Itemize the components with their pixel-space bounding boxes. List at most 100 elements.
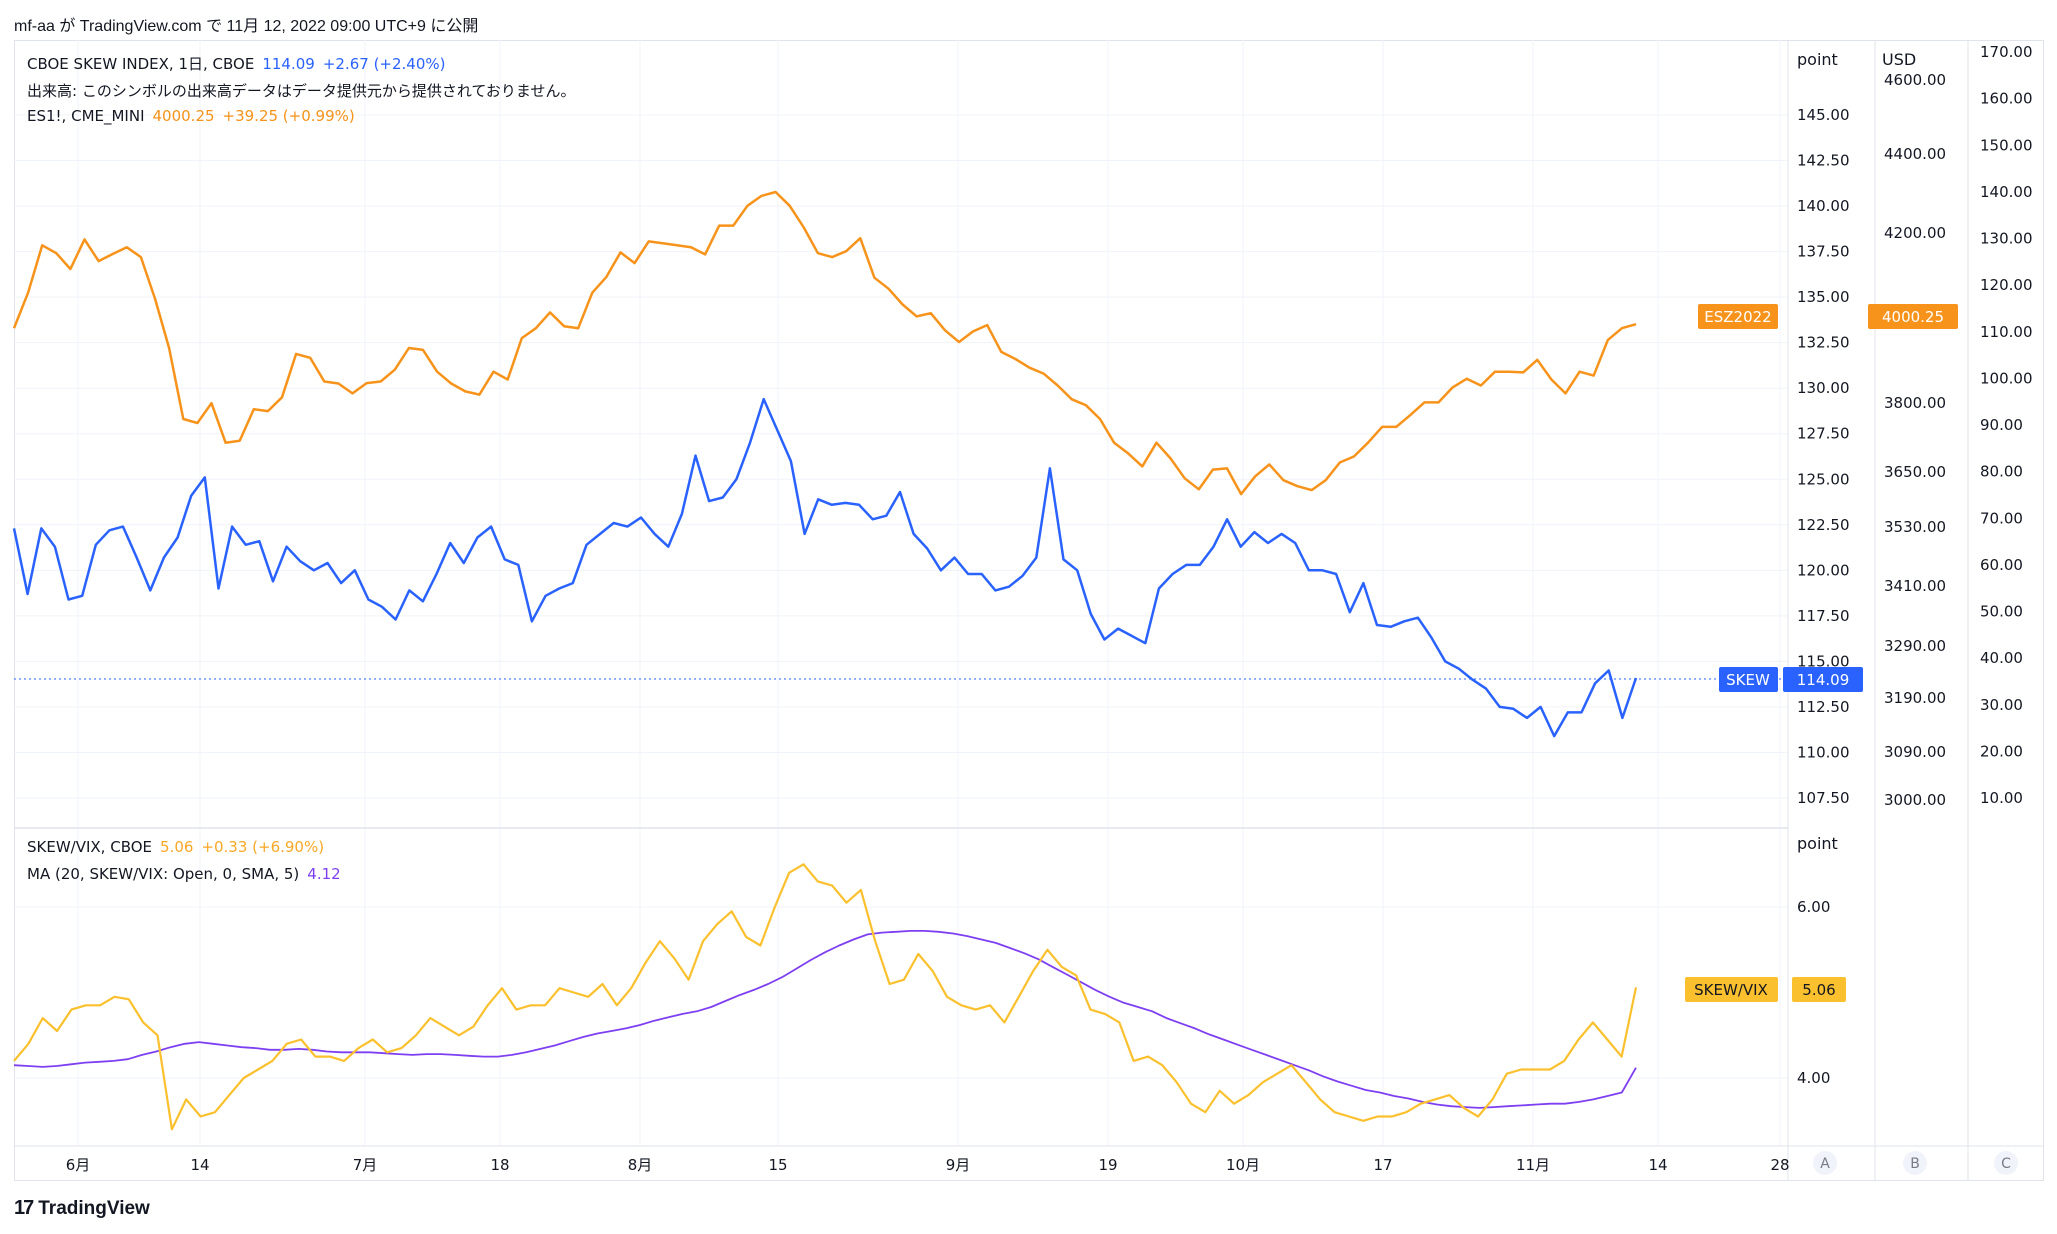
tick-label-third: 20.00	[1980, 742, 2023, 760]
ratio-price-tag: SKEW/VIX 5.06	[1685, 977, 1846, 1002]
tick-label-point-sub: 6.00	[1797, 898, 1830, 916]
time-label: 10月	[1226, 1156, 1260, 1174]
time-label: 14	[1648, 1156, 1667, 1174]
legend-es-value: 4000.25	[152, 107, 215, 125]
es-symbol-tag	[1698, 304, 1778, 329]
chart-frame	[14, 40, 2044, 1181]
tick-label-point: 127.50	[1797, 425, 1850, 443]
tick-label-point: 125.00	[1797, 470, 1850, 488]
axis-header-point-main: point	[1797, 50, 1838, 69]
tick-label-third: 30.00	[1980, 696, 2023, 714]
ma-series-line	[13, 930, 1637, 1109]
axis-header-point-sub: point	[1797, 834, 1838, 853]
tick-label-third: 40.00	[1980, 649, 2023, 667]
time-label: 8月	[628, 1156, 653, 1174]
tick-label-usd: 4200.00	[1884, 224, 1946, 242]
legend-skew-name: CBOE SKEW INDEX, 1日, CBOE	[27, 55, 255, 73]
legend-es-change: +39.25 (+0.99%)	[222, 107, 355, 125]
es-value-tag	[1868, 304, 1958, 329]
scale-button-a[interactable]: A	[1813, 1151, 1837, 1175]
legend-skew-change: +2.67 (+2.40%)	[322, 55, 446, 73]
tick-label-third: 90.00	[1980, 416, 2023, 434]
tick-label-third: 110.00	[1980, 323, 2033, 341]
tick-label-usd: 3090.00	[1884, 743, 1946, 761]
scale-button-a-bg[interactable]	[1813, 1151, 1837, 1175]
scale-button-c-bg[interactable]	[1994, 1151, 2018, 1175]
scale-button-b-bg[interactable]	[1903, 1151, 1927, 1175]
ratio-value-tag	[1792, 977, 1846, 1002]
time-label: 11月	[1516, 1156, 1550, 1174]
time-label: 19	[1098, 1156, 1117, 1174]
legend-es-name: ES1!, CME_MINI	[27, 107, 145, 125]
tick-label-usd: 3650.00	[1884, 463, 1946, 481]
es-price-tag: ESZ2022 4000.25	[1698, 304, 1958, 329]
scale-button-b-label[interactable]: B	[1910, 1156, 1920, 1172]
publish-info: mf-aa が TradingView.com で 11月 12, 2022 0…	[14, 18, 479, 35]
tick-label-point: 115.00	[1797, 652, 1850, 670]
tick-label-third: 150.00	[1980, 136, 2033, 154]
skew-symbol-tag-text: SKEW	[1726, 671, 1770, 689]
tick-label-point: 120.00	[1797, 561, 1850, 579]
tick-label-point: 142.50	[1797, 152, 1850, 170]
tick-label-usd: 3410.00	[1884, 577, 1946, 595]
tick-label-usd: 3530.00	[1884, 518, 1946, 536]
time-label: 14	[190, 1156, 209, 1174]
time-label: 28	[1770, 1156, 1789, 1174]
legend-es[interactable]: ES1!, CME_MINI 4000.25 +39.25 (+0.99%)	[27, 107, 363, 125]
tick-label-point: 112.50	[1797, 698, 1850, 716]
tick-label-point-sub: 4.00	[1797, 1069, 1830, 1087]
legend-ma-name: MA (20, SKEW/VIX: Open, 0, SMA, 5)	[27, 865, 300, 883]
legend-ratio-change: +0.33 (+6.90%)	[201, 838, 325, 856]
footer-brand[interactable]: 17 TradingView	[14, 1197, 150, 1220]
legend-skew[interactable]: CBOE SKEW INDEX, 1日, CBOE 114.09 +2.67 (+2…	[27, 53, 454, 74]
tick-label-third: 70.00	[1980, 509, 2023, 527]
scale-button-a-label[interactable]: A	[1820, 1156, 1830, 1172]
tradingview-logo-icon: 17	[14, 1197, 34, 1219]
tick-label-usd: 4400.00	[1884, 145, 1946, 163]
tick-label-point: 122.50	[1797, 516, 1850, 534]
tick-label-point: 110.00	[1797, 743, 1850, 761]
tick-label-third: 170.00	[1980, 43, 2033, 61]
legend-ma-value: 4.12	[307, 865, 341, 883]
legend-ma[interactable]: MA (20, SKEW/VIX: Open, 0, SMA, 5) 4.12	[27, 865, 349, 883]
tick-label-usd: 4600.00	[1884, 71, 1946, 89]
ratio-value-tag-text: 5.06	[1802, 981, 1835, 999]
time-label: 7月	[353, 1156, 378, 1174]
time-label: 18	[490, 1156, 509, 1174]
ratio-series-line	[13, 863, 1638, 1131]
tick-label-point: 140.00	[1797, 197, 1850, 215]
legend-volume-note: 出来高: このシンボルの出来高データはデータ提供元から提供されておりません。	[27, 80, 583, 101]
tick-label-usd: 3800.00	[1884, 394, 1946, 412]
tick-label-point: 132.50	[1797, 334, 1850, 352]
grid-lines	[14, 40, 1788, 1146]
footer-brand-text: TradingView	[38, 1197, 150, 1219]
time-axis[interactable]: 6月 14 7月 18 8月 15 9月 19 10月 17 11月 14 28	[66, 1156, 1790, 1174]
tick-label-third: 60.00	[1980, 556, 2023, 574]
skew-value-tag	[1783, 667, 1863, 692]
tick-label-third: 130.00	[1980, 230, 2033, 248]
legend-ratio[interactable]: SKEW/VIX, CBOE 5.06 +0.33 (+6.90%)	[27, 838, 332, 856]
es-series-line	[12, 190, 1637, 496]
scale-button-b[interactable]: B	[1903, 1151, 1927, 1175]
tick-label-third: 100.00	[1980, 369, 2033, 387]
tick-label-usd: 3290.00	[1884, 637, 1946, 655]
tick-label-point: 117.50	[1797, 607, 1850, 625]
tick-label-third: 160.00	[1980, 90, 2033, 108]
ratio-symbol-tag-text: SKEW/VIX	[1694, 981, 1768, 999]
tick-label-third: 80.00	[1980, 463, 2023, 481]
scale-button-c-label[interactable]: C	[2001, 1156, 2011, 1172]
tick-label-usd: 3000.00	[1884, 791, 1946, 809]
series-lines	[12, 190, 1638, 1131]
skew-series-line	[12, 397, 1638, 738]
time-label: 17	[1373, 1156, 1392, 1174]
axis-header-usd: USD	[1882, 50, 1916, 69]
legend-skew-value: 114.09	[262, 55, 315, 73]
tick-label-point: 107.50	[1797, 789, 1850, 807]
axis-tick-labels: 145.00 142.50 140.00 137.50 135.00 132.50 130.…	[1797, 43, 2033, 1087]
skew-symbol-tag	[1719, 667, 1778, 692]
skew-value-tag-text: 114.09	[1797, 671, 1850, 689]
tick-label-third: 50.00	[1980, 603, 2023, 621]
legend-ratio-value: 5.06	[160, 838, 194, 856]
scale-button-c[interactable]: C	[1994, 1151, 2018, 1175]
